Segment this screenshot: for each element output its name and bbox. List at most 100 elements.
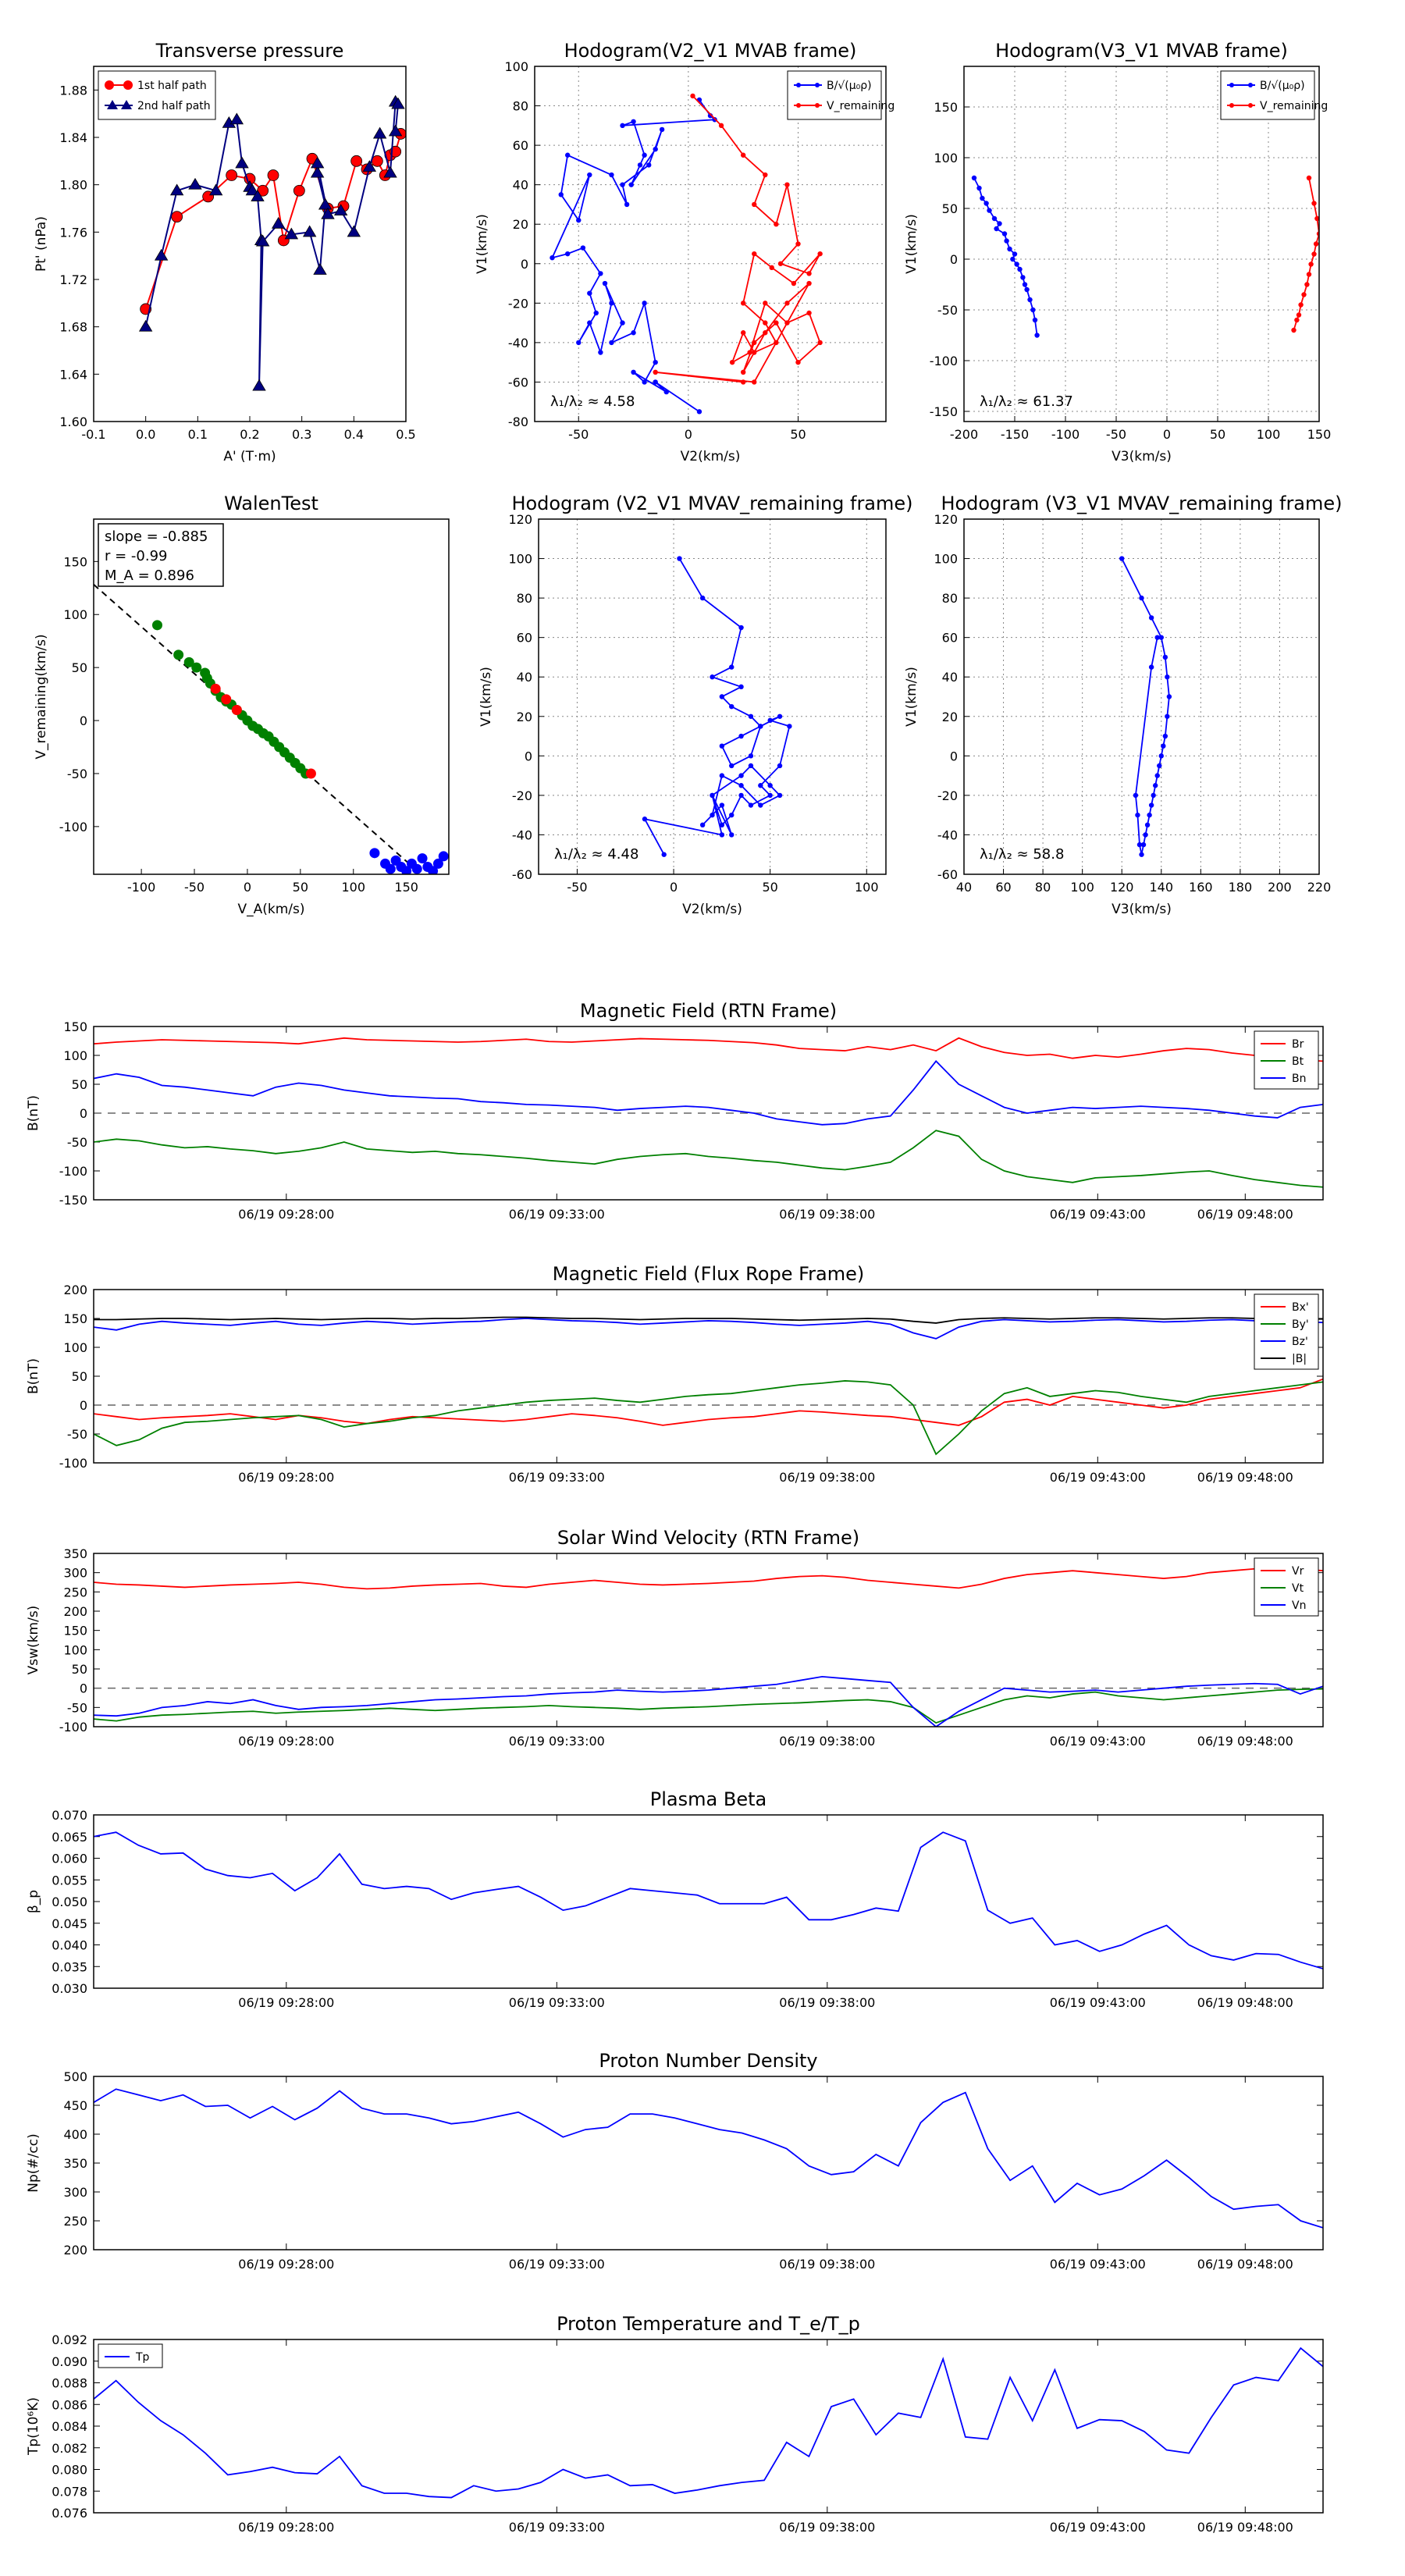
data-point: [740, 152, 746, 158]
y-tick-label: 100: [934, 151, 958, 165]
x-tick-label: 06/19 09:43:00: [1050, 2257, 1146, 2272]
y-axis-label: V1(km/s): [904, 667, 919, 727]
y-tick-label: 0.060: [52, 1852, 87, 1866]
plot-area: [94, 2088, 1323, 2229]
x-tick-label: 0.5: [396, 427, 415, 442]
y-tick-label: 40: [942, 670, 958, 685]
data-point: [774, 340, 779, 346]
x-tick-label: 06/19 09:48:00: [1197, 2257, 1293, 2272]
data-point: [284, 227, 299, 240]
data-point: [729, 812, 735, 818]
data-point: [752, 201, 757, 208]
data-point: [767, 717, 773, 724]
data-point: [1166, 694, 1172, 699]
data-point: [432, 858, 443, 869]
data-point: [1148, 664, 1154, 670]
y-tick-label: -60: [937, 867, 958, 882]
y-tick-label: 150: [934, 100, 958, 115]
series-line-v: [1121, 558, 1170, 855]
y-tick-label: -50: [67, 767, 87, 781]
data-point: [795, 241, 801, 247]
data-point: [1032, 317, 1038, 323]
y-tick-label: 250: [63, 2214, 87, 2229]
series-line-vn: [94, 1675, 1323, 1727]
data-point: [729, 359, 735, 365]
data-point: [987, 208, 992, 213]
data-point: [740, 301, 746, 306]
data-point: [677, 556, 682, 561]
data-point: [1313, 241, 1319, 247]
y-tick-label: 20: [513, 217, 528, 232]
data-point: [653, 359, 658, 365]
data-point: [310, 165, 325, 178]
data-point: [576, 217, 582, 223]
x-tick-label: 0.1: [188, 427, 208, 442]
data-point: [362, 160, 377, 172]
x-tick-label: 100: [855, 880, 879, 895]
data-point: [991, 215, 998, 222]
data-point: [653, 146, 658, 152]
y-tick-label: 150: [63, 554, 87, 569]
y-tick-label: 120: [508, 512, 532, 527]
series-line-bz-: [94, 1318, 1323, 1340]
y-tick-label: 50: [72, 1077, 87, 1092]
legend-label: Bx': [1292, 1301, 1309, 1314]
data-point: [997, 221, 1002, 226]
y-tick-label: 50: [72, 1369, 87, 1384]
data-point: [1007, 246, 1012, 252]
legend-box: [787, 70, 882, 120]
y-tick-label: 1.68: [59, 320, 87, 335]
y-tick-label: -50: [67, 1427, 87, 1442]
data-point: [372, 126, 387, 139]
legend-marker: [107, 100, 118, 109]
x-tick-label: 0.2: [240, 427, 259, 442]
data-point: [663, 389, 669, 395]
y-tick-label: 100: [63, 607, 87, 622]
data-point: [1014, 262, 1019, 267]
x-tick-label: 100: [1257, 427, 1281, 442]
data-point: [738, 624, 744, 631]
legend: Tp: [98, 2343, 163, 2368]
y-tick-label: -100: [59, 1720, 87, 1735]
x-tick-label: 06/19 09:38:00: [779, 1207, 875, 1222]
data-point: [738, 773, 744, 778]
data-point: [748, 763, 754, 769]
legend-label: B/√(μ₀ρ): [1260, 80, 1305, 92]
data-point: [719, 773, 725, 778]
legend-label: Vr: [1292, 1565, 1304, 1578]
data-point: [1296, 312, 1302, 318]
x-tick-label: 06/19 09:33:00: [509, 1470, 605, 1485]
data-point: [235, 156, 249, 169]
data-point: [1308, 262, 1314, 267]
x-axis-label: V_A(km/s): [237, 902, 304, 917]
y-tick-label: -20: [508, 296, 528, 311]
data-point: [1301, 292, 1307, 297]
chart-title: Magnetic Field (RTN Frame): [580, 1000, 837, 1022]
data-point: [369, 848, 380, 859]
x-tick-label: 06/19 09:38:00: [779, 1734, 875, 1749]
x-tick-label: 06/19 09:33:00: [509, 1995, 605, 2010]
data-point: [245, 183, 260, 196]
x-tick-label: 160: [1189, 880, 1213, 895]
plot-area: [94, 2347, 1323, 2499]
data-point: [699, 822, 706, 828]
legend-label: B/√(μ₀ρ): [827, 80, 872, 92]
data-point: [138, 319, 153, 332]
y-tick-label: 1.60: [59, 415, 87, 429]
y-tick-label: -60: [512, 867, 532, 882]
data-point: [690, 93, 695, 99]
plot-area: [94, 584, 449, 874]
mag-rtn-chart: -150 -100 -50 0 50 100 150 06/19 09:28:00 06/19 …: [26, 1000, 1324, 1222]
x-tick-label: 100: [1070, 880, 1094, 895]
data-point: [719, 802, 725, 808]
data-point: [620, 320, 625, 326]
data-point: [628, 182, 634, 187]
axes-frame: [93, 1026, 1324, 1201]
data-point: [740, 369, 746, 375]
plot-area: [1119, 556, 1172, 857]
data-point: [1119, 556, 1125, 561]
data-point: [1020, 275, 1026, 280]
data-point: [558, 192, 564, 197]
data-point: [984, 201, 989, 206]
